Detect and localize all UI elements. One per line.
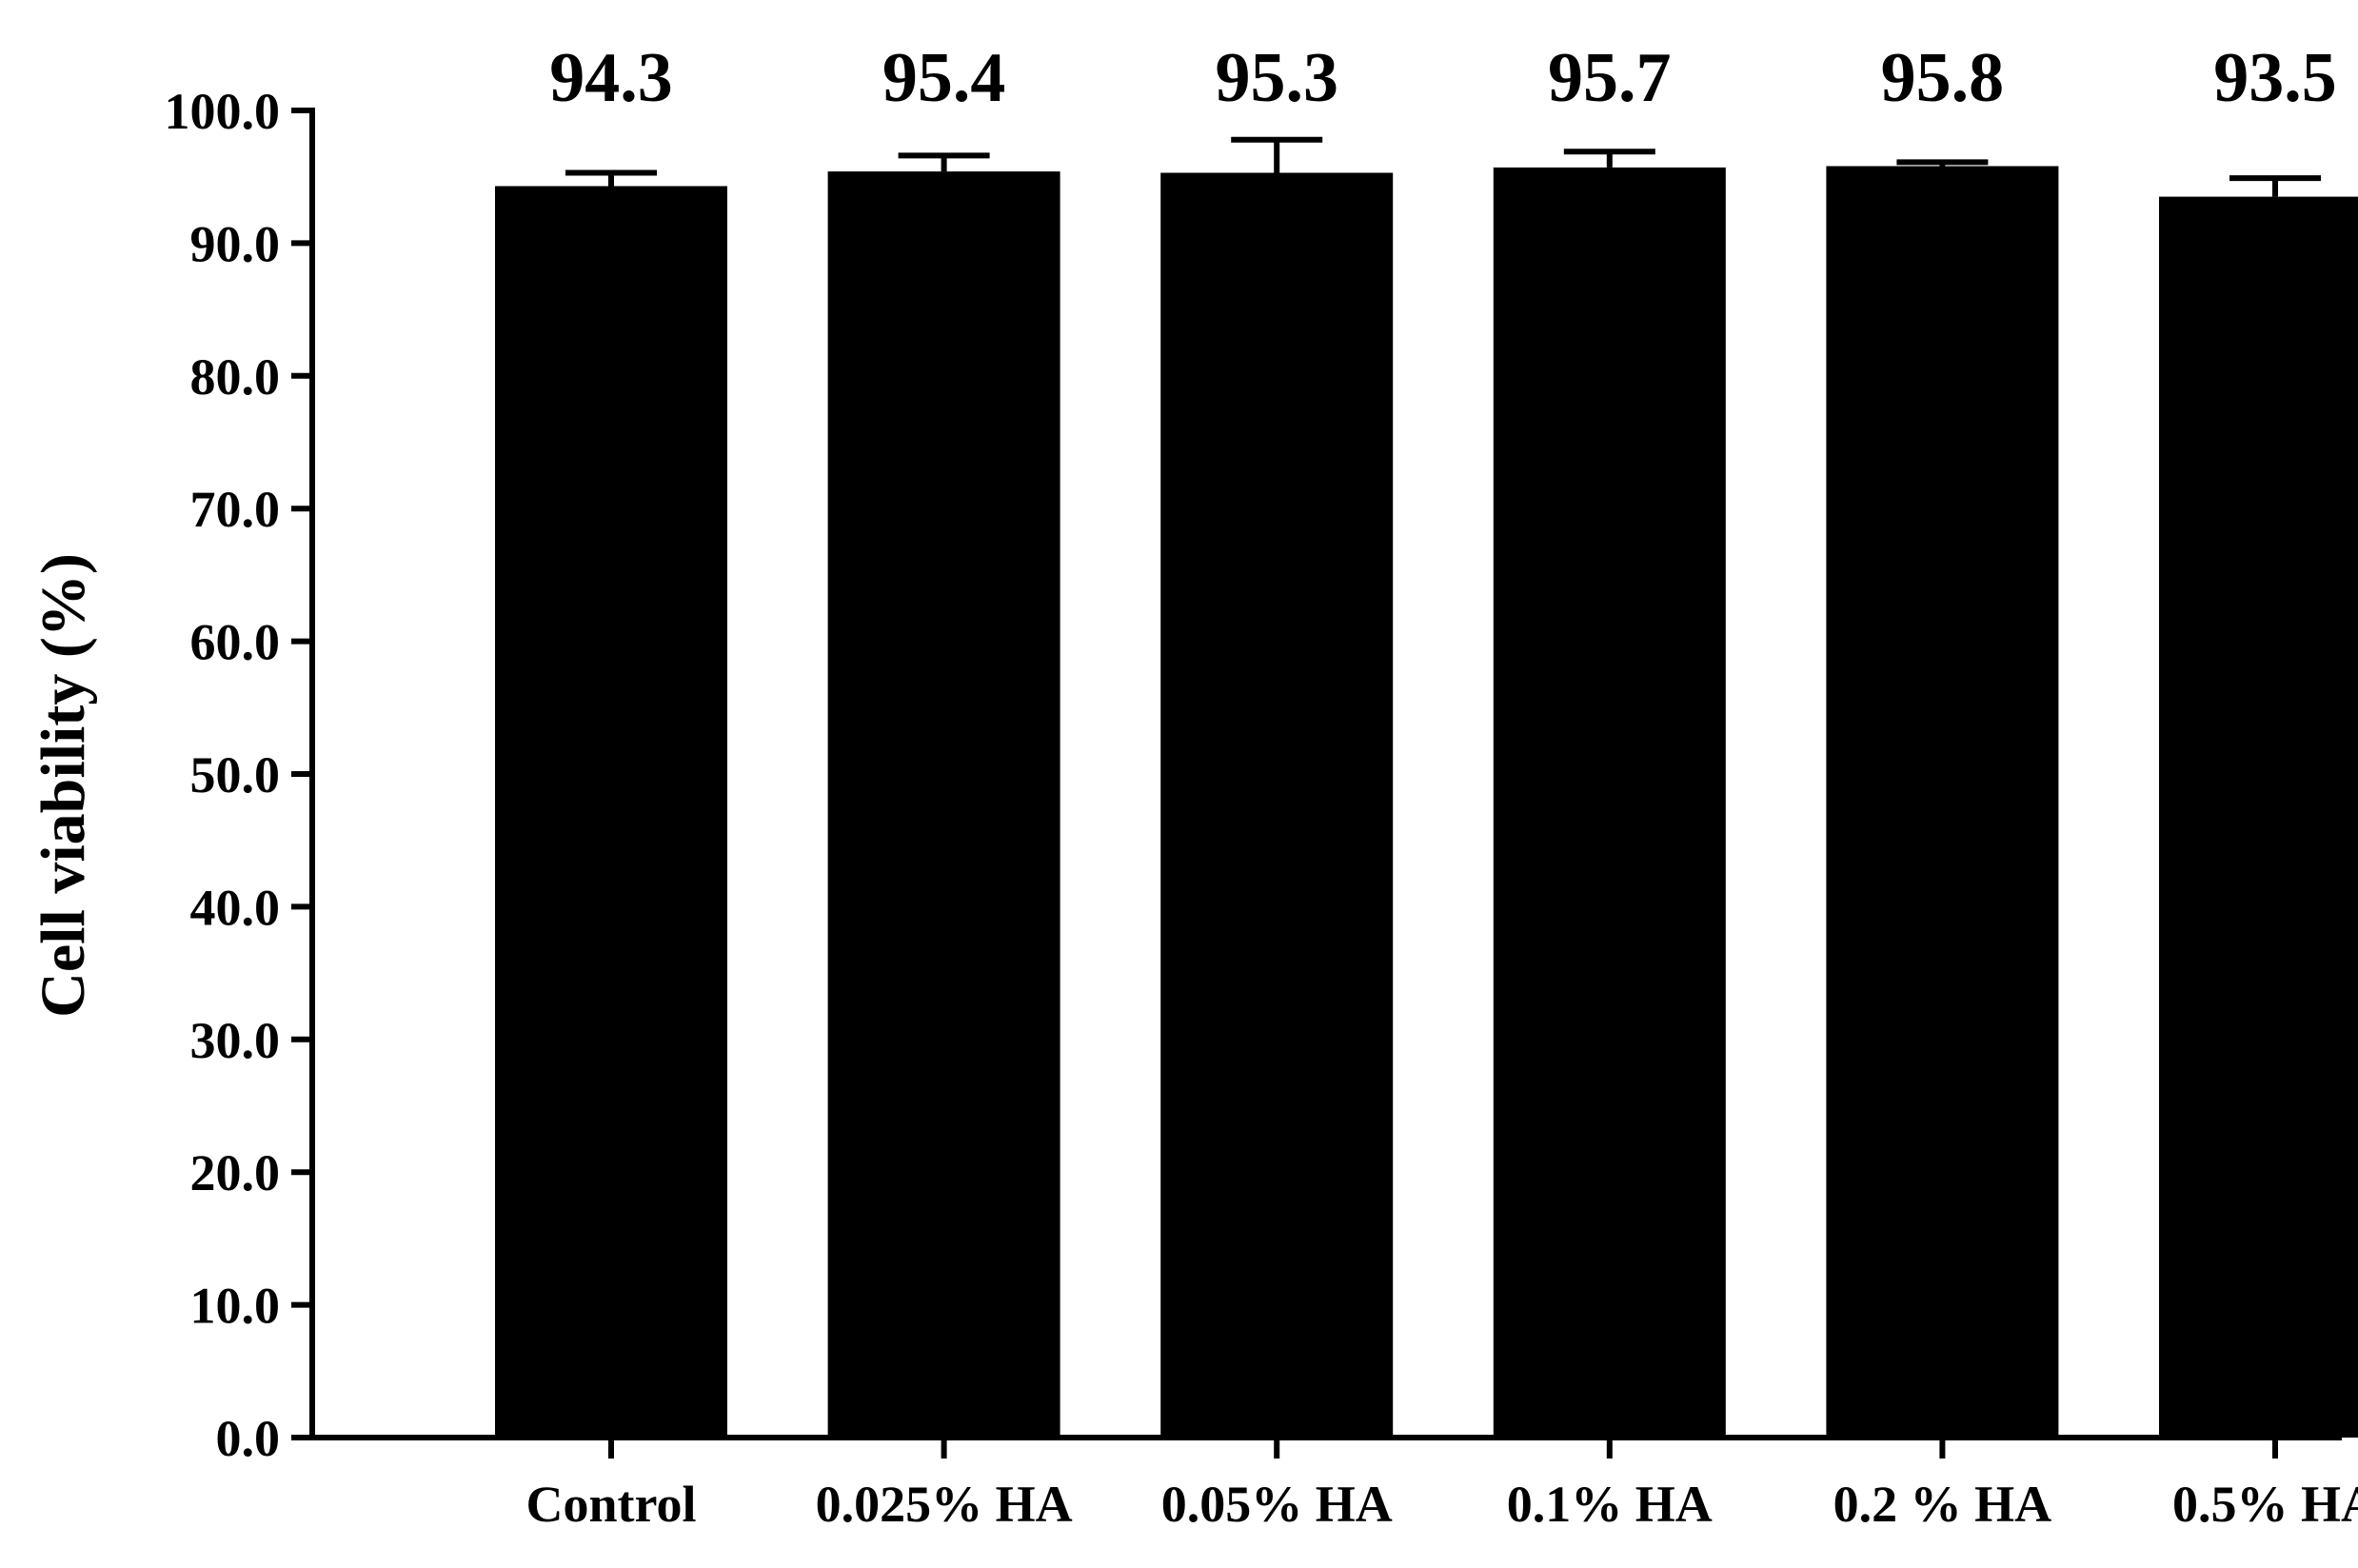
y-tick-label: 100.0 <box>165 83 281 140</box>
value-labels-layer: 94.3 95.4 95.3 95.7 95.8 93.5 <box>549 39 2337 117</box>
y-tick-label: 20.0 <box>190 1144 281 1201</box>
bar <box>1493 167 1726 1438</box>
error-bars-layer <box>565 136 2321 197</box>
x-axis: Control 0.025% HA 0.05% HA 0.1% HA 0.2 % HA 0… <box>309 1435 2358 1533</box>
bar <box>2159 196 2358 1439</box>
data-label: 93.5 <box>2213 39 2337 117</box>
data-label: 94.3 <box>549 39 673 117</box>
bar <box>1160 172 1394 1438</box>
y-tick-label: 10.0 <box>190 1278 281 1335</box>
bar <box>827 171 1060 1439</box>
x-tick-label: 0.1% HA <box>1507 1476 1713 1533</box>
y-tick-label: 40.0 <box>190 879 281 936</box>
bars-layer <box>495 166 2358 1439</box>
y-axis: 0.0 10.0 20.0 30.0 40.0 50.0 60.0 70.0 80.0 90.0 1… <box>165 83 315 1467</box>
data-label: 95.8 <box>1881 39 2005 117</box>
x-tick-label: 0.2 % HA <box>1833 1476 2052 1533</box>
y-tick-label: 80.0 <box>190 348 281 406</box>
y-tick-label: 50.0 <box>190 746 281 804</box>
bar <box>495 186 727 1438</box>
y-tick-label: 30.0 <box>190 1012 281 1069</box>
x-tick-label: Control <box>525 1476 696 1533</box>
data-label: 95.3 <box>1215 39 1338 117</box>
x-tick-label: 0.05% HA <box>1161 1476 1393 1533</box>
y-tick-label: 0.0 <box>216 1410 281 1467</box>
data-label: 95.4 <box>882 39 1006 117</box>
y-tick-label: 70.0 <box>190 481 281 538</box>
y-axis-title: Cell viability (%) <box>29 553 98 1018</box>
y-tick-label: 60.0 <box>190 614 281 671</box>
bar <box>1826 166 2059 1438</box>
x-tick-label: 0.025% HA <box>816 1476 1073 1533</box>
y-axis-title-group: Cell viability (%) <box>29 553 98 1018</box>
data-label: 95.7 <box>1548 39 1672 117</box>
x-tick-label: 0.5% HA <box>2172 1476 2358 1533</box>
y-tick-label: 90.0 <box>190 215 281 272</box>
